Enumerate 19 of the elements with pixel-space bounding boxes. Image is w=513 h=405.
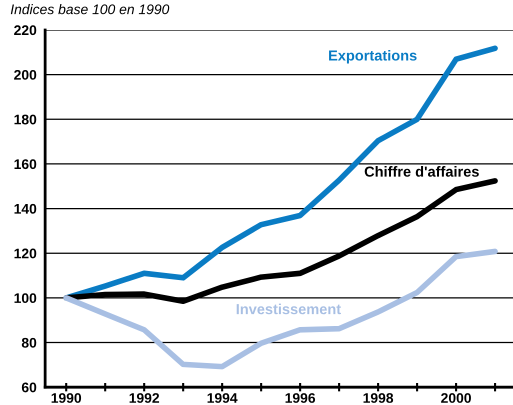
x-tick-label: 1990	[52, 393, 82, 403]
y-tick-label: 200	[14, 70, 36, 80]
x-tick-label: 1992	[130, 393, 160, 403]
y-tick-label: 80	[22, 338, 36, 348]
x-tick-label: 1994	[208, 393, 238, 403]
series-label: Investissement	[236, 304, 341, 314]
y-tick-label: 220	[14, 25, 36, 36]
x-tick-label: 1998	[364, 393, 394, 403]
y-tick-label: 140	[14, 204, 36, 214]
series-label: Chiffre d'affaires	[364, 166, 479, 177]
y-tick-label: 120	[14, 248, 36, 258]
chart-title: Indices base 100 en 1990	[10, 4, 170, 14]
y-tick-label: 160	[14, 159, 36, 170]
y-tick-label: 180	[14, 114, 36, 124]
y-tick-label: 60	[22, 382, 36, 392]
x-tick-label: 2000	[441, 393, 471, 403]
x-tick-label: 1996	[286, 393, 316, 403]
y-tick-label: 100	[14, 293, 36, 304]
text: Exportations	[329, 50, 417, 64]
